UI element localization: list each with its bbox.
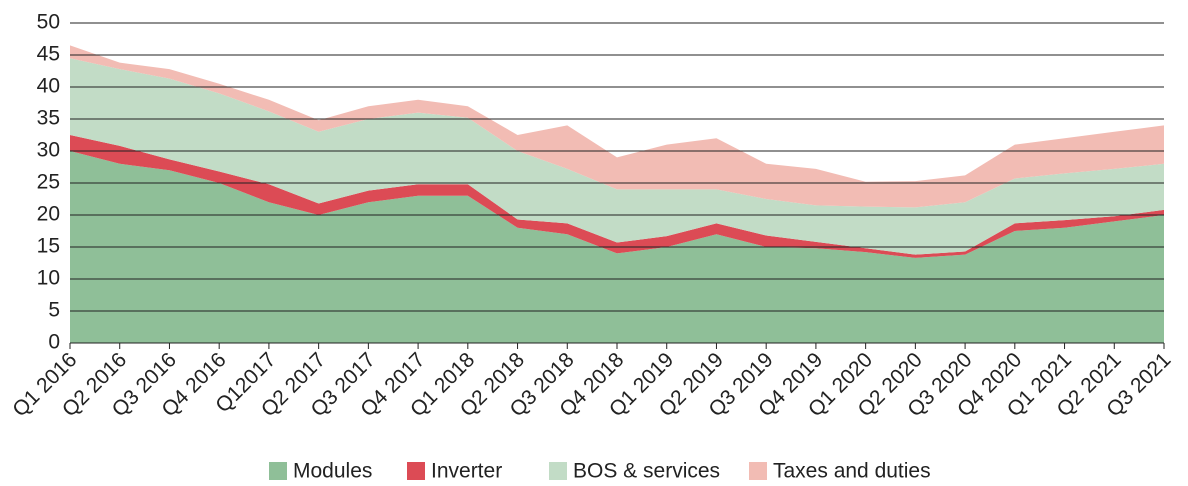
legend-label: Taxes and duties xyxy=(773,460,931,483)
y-tick-label: 10 xyxy=(37,267,60,290)
y-tick-label: 15 xyxy=(37,235,60,258)
y-tick-label: 35 xyxy=(37,107,60,130)
y-tick-label: 25 xyxy=(37,171,60,194)
y-tick-label: 50 xyxy=(37,11,60,34)
legend-label: Modules xyxy=(293,460,372,483)
legend-swatch xyxy=(407,462,425,480)
y-tick-label: 20 xyxy=(37,203,60,226)
y-tick-label: 0 xyxy=(48,331,60,354)
area xyxy=(70,135,1164,258)
legend-swatch xyxy=(549,462,567,480)
area xyxy=(70,45,1164,208)
y-tick-label: 45 xyxy=(37,43,60,66)
legend-swatch xyxy=(269,462,287,480)
area xyxy=(70,151,1164,343)
legend-swatch xyxy=(749,462,767,480)
y-tick-label: 5 xyxy=(48,299,60,322)
y-tick-label: 30 xyxy=(37,139,60,162)
legend-label: Inverter xyxy=(431,460,502,483)
legend-label: BOS & services xyxy=(573,460,720,483)
y-tick-label: 40 xyxy=(37,75,60,98)
